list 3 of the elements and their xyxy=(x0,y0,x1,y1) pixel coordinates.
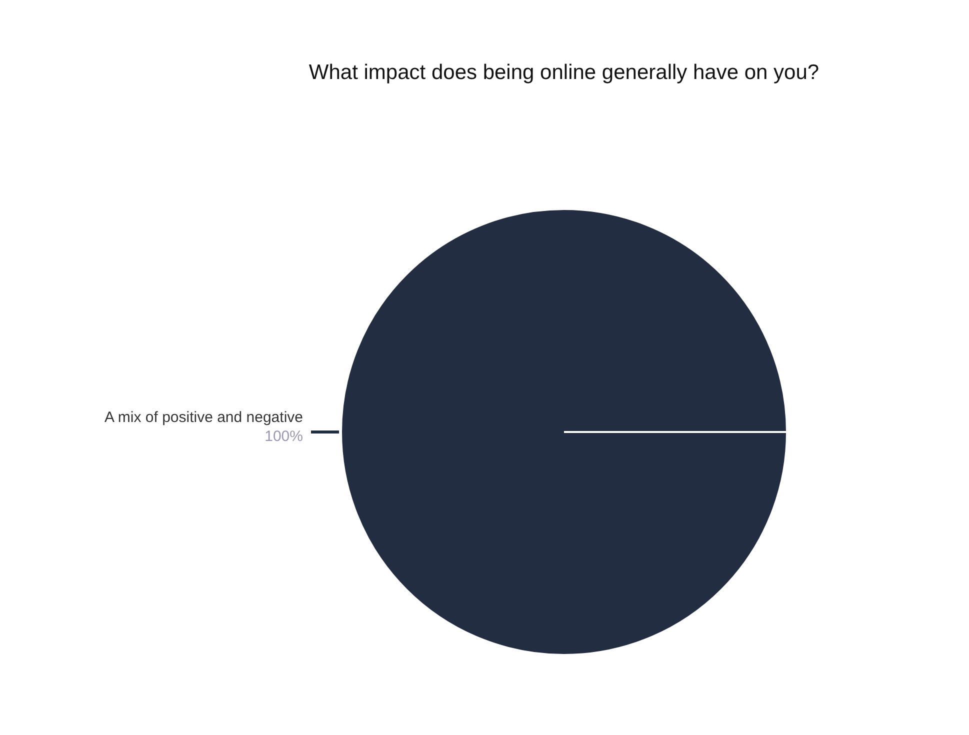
chart-title: What impact does being online generally have on you? xyxy=(308,60,820,84)
slice-label: A mix of positive and negative xyxy=(104,409,303,426)
data-label: 100% xyxy=(264,428,303,446)
